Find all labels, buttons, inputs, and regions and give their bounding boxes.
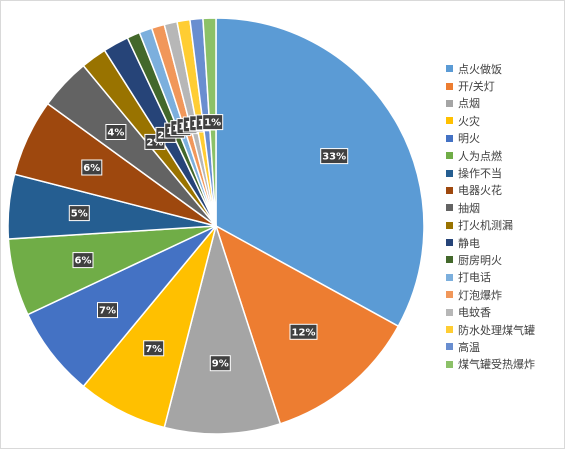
legend-label: 明火 bbox=[458, 132, 480, 146]
legend-label: 防水处理煤气罐 bbox=[458, 323, 535, 337]
legend-swatch bbox=[446, 99, 453, 107]
data-label-box bbox=[105, 124, 127, 140]
legend-label: 开/关灯 bbox=[458, 80, 495, 94]
pie-data-labels: 33%12%9%7%7%6%5%6%4%2%2%1%1%1%1%1%1%1% bbox=[68, 114, 349, 372]
data-label-text: 6% bbox=[75, 256, 92, 267]
data-label-box bbox=[68, 205, 90, 222]
legend-item: 抽烟 bbox=[446, 199, 564, 216]
legend-label: 厨房明火 bbox=[458, 253, 502, 267]
legend-item: 厨房明火 bbox=[446, 251, 564, 268]
legend-item: 电器火花 bbox=[446, 182, 564, 199]
legend-swatch bbox=[446, 204, 453, 212]
data-label: 12% bbox=[289, 323, 318, 340]
pie-slices bbox=[7, 17, 425, 435]
pie-slice bbox=[215, 17, 425, 328]
legend-item: 静电 bbox=[446, 234, 564, 251]
legend-item: 打电话 bbox=[446, 269, 564, 286]
legend-label: 操作不当 bbox=[458, 167, 502, 181]
data-label: 33% bbox=[320, 148, 349, 165]
legend-item: 电蚊香 bbox=[446, 303, 564, 320]
legend-swatch bbox=[446, 308, 453, 316]
data-label: 7% bbox=[97, 302, 118, 319]
data-label-text: 5% bbox=[71, 209, 88, 220]
legend-item: 防水处理煤气罐 bbox=[446, 321, 564, 338]
legend-swatch bbox=[446, 169, 453, 177]
legend-item: 煤气罐受热爆炸 bbox=[446, 356, 564, 373]
legend-swatch bbox=[446, 343, 453, 351]
pie-slice bbox=[163, 223, 282, 435]
legend-label: 灯泡爆炸 bbox=[458, 288, 502, 302]
data-label: 7% bbox=[143, 340, 165, 357]
legend-swatch bbox=[446, 239, 453, 247]
data-label-box bbox=[289, 323, 318, 340]
legend-label: 人为点燃 bbox=[458, 149, 502, 163]
legend-item: 点火做饭 bbox=[446, 60, 564, 77]
legend-item: 人为点燃 bbox=[446, 147, 564, 164]
data-label-text: 9% bbox=[212, 359, 229, 370]
legend-item: 灯泡爆炸 bbox=[446, 286, 564, 303]
data-label-box bbox=[72, 252, 94, 269]
data-label: 4% bbox=[105, 124, 127, 140]
data-label-box bbox=[81, 159, 103, 176]
legend-item: 火灾 bbox=[446, 112, 564, 129]
legend-swatch bbox=[446, 326, 453, 334]
data-label-text: 2% bbox=[146, 137, 163, 148]
legend-item: 开/关灯 bbox=[446, 77, 564, 94]
data-label-text: 4% bbox=[107, 128, 124, 139]
legend-swatch bbox=[446, 65, 453, 73]
legend: 点火做饭开/关灯点烟火灾明火人为点燃操作不当电器火花抽烟打火机测漏静电厨房明火打… bbox=[446, 60, 564, 373]
legend-label: 打电话 bbox=[458, 271, 491, 285]
data-label-text: 6% bbox=[83, 163, 100, 174]
legend-item: 点烟 bbox=[446, 95, 564, 112]
legend-swatch bbox=[446, 134, 453, 142]
data-label-box bbox=[320, 148, 349, 165]
legend-swatch bbox=[446, 221, 453, 229]
data-label-text: 7% bbox=[145, 344, 162, 355]
legend-label: 高温 bbox=[458, 340, 480, 354]
legend-label: 电器火花 bbox=[458, 184, 502, 198]
legend-label: 电蚊香 bbox=[458, 306, 491, 320]
legend-swatch bbox=[446, 360, 453, 368]
legend-item: 高温 bbox=[446, 338, 564, 355]
data-label: 6% bbox=[81, 159, 103, 176]
legend-swatch bbox=[446, 291, 453, 299]
legend-label: 点火做饭 bbox=[458, 62, 502, 76]
legend-label: 煤气罐受热爆炸 bbox=[458, 358, 535, 372]
legend-swatch bbox=[446, 273, 453, 281]
data-label: 9% bbox=[209, 355, 231, 372]
legend-swatch bbox=[446, 186, 453, 194]
data-label-box bbox=[97, 302, 118, 319]
legend-label: 静电 bbox=[458, 236, 480, 250]
data-label-box bbox=[209, 355, 231, 372]
legend-label: 点烟 bbox=[458, 97, 480, 111]
data-label-text: 1% bbox=[204, 118, 221, 129]
legend-swatch bbox=[446, 117, 453, 125]
data-label-box bbox=[202, 114, 224, 131]
data-label: 6% bbox=[72, 252, 94, 269]
legend-item: 明火 bbox=[446, 130, 564, 147]
legend-label: 打火机测漏 bbox=[458, 219, 513, 233]
legend-item: 操作不当 bbox=[446, 164, 564, 181]
legend-swatch bbox=[446, 256, 453, 264]
data-label-box bbox=[143, 340, 165, 357]
data-label-text: 33% bbox=[322, 152, 346, 163]
legend-label: 火灾 bbox=[458, 114, 480, 128]
legend-label: 抽烟 bbox=[458, 201, 480, 215]
legend-swatch bbox=[446, 152, 453, 160]
legend-swatch bbox=[446, 82, 453, 90]
legend-item: 打火机测漏 bbox=[446, 217, 564, 234]
data-label: 1% bbox=[202, 114, 224, 131]
data-label: 5% bbox=[68, 205, 90, 222]
data-label-text: 12% bbox=[292, 327, 316, 338]
data-label-text: 7% bbox=[99, 306, 116, 317]
